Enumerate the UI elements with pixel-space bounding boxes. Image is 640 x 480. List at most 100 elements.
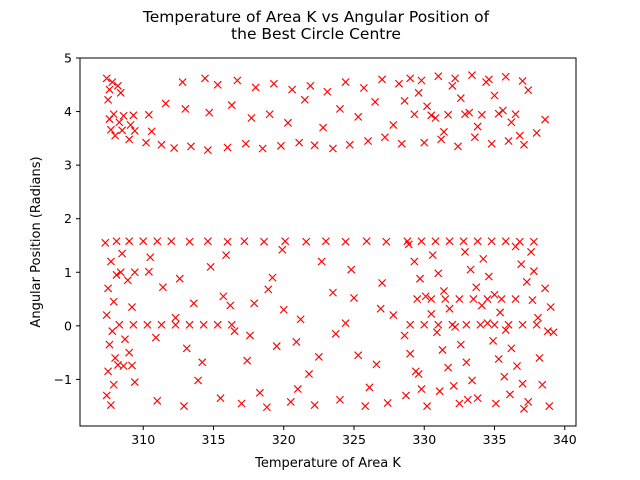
data-point [432,328,441,337]
x-axis-ticks: 310 315 320 325 330 335 340 [131,426,577,447]
data-point [520,140,529,149]
data-point [247,113,256,123]
data-point [487,139,496,148]
data-point [434,269,443,278]
data-point [535,353,544,362]
data-point [498,106,507,115]
data-point [310,141,319,150]
data-point [227,101,236,110]
data-point [507,118,516,127]
data-point [473,122,482,131]
x-tick-label: 325 [342,432,366,447]
data-point [417,237,426,246]
data-point [264,285,273,294]
data-point [125,135,134,144]
data-point [453,142,462,151]
data-point [105,85,114,94]
data-point [125,348,134,357]
data-point [451,74,460,83]
y-axis-ticks: −1 0 1 2 3 4 5 [54,51,80,387]
data-point [281,237,290,246]
data-point [108,78,117,87]
data-point [427,111,436,120]
data-point [157,320,166,329]
data-point [524,397,533,406]
data-point [420,138,429,147]
data-point [534,313,543,322]
data-point [109,297,118,306]
data-point [527,247,536,256]
data-point [466,265,475,274]
data-point [490,290,499,299]
data-point [119,111,128,120]
data-point [372,360,381,369]
data-point [455,399,464,408]
data-point [459,237,468,246]
data-point [144,267,153,276]
data-point [501,326,510,335]
data-point [127,361,136,370]
data-point [153,237,162,246]
data-point [518,320,527,329]
data-point [528,296,537,305]
data-point [362,237,371,246]
data-point [416,274,425,283]
data-point [383,398,392,407]
data-point [468,71,477,80]
data-point [504,320,513,329]
data-point [504,137,513,146]
data-point [473,237,482,246]
data-point [335,104,344,113]
data-point [489,336,498,345]
data-point [389,311,398,320]
data-point [497,295,506,304]
data-point [512,361,521,371]
data-point [310,401,319,410]
data-point [394,79,403,88]
data-point [323,87,332,96]
data-point [189,299,198,308]
data-point [406,74,415,83]
data-point [328,144,337,153]
data-point [469,295,478,304]
data-point [335,395,344,404]
data-point [230,327,239,336]
data-point [161,99,170,108]
data-point [515,131,524,140]
data-point [111,353,120,362]
data-point [448,320,457,329]
data-point [205,108,214,117]
data-point [515,237,524,246]
data-point [507,344,516,353]
data-point [435,387,444,396]
x-tick-label: 320 [272,432,296,447]
data-point [423,402,432,411]
data-point [500,372,509,381]
data-point [546,303,555,312]
data-point [144,110,153,119]
data-point [251,83,260,92]
data-point [182,344,191,353]
data-point [126,120,135,129]
data-point [125,237,134,246]
data-point [400,331,409,340]
data-point [378,278,387,287]
data-point [129,111,138,120]
data-point [494,355,503,364]
data-point [371,97,380,106]
data-point [501,237,510,246]
data-point [102,74,111,83]
data-point [532,128,541,137]
data-point [222,251,231,260]
data-point [484,272,493,281]
data-point [529,267,538,276]
data-point [427,310,436,319]
data-point [146,253,155,262]
data-point [265,110,274,119]
data-point [185,320,194,329]
data-point [283,118,292,127]
data-point [479,254,488,263]
data-point [106,125,115,134]
data-point [269,79,278,88]
data-point [139,237,148,246]
